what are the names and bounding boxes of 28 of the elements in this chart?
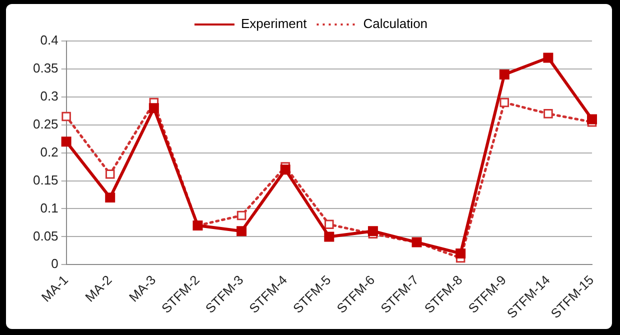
- point: [456, 248, 466, 258]
- y-tick-label: 0.35: [32, 60, 58, 76]
- point: [61, 136, 72, 147]
- point: [368, 226, 378, 236]
- y-tick-label: 0.25: [32, 116, 58, 132]
- legend-label: Calculation: [363, 16, 428, 32]
- point: [500, 98, 510, 108]
- y-tick-label: 0.4: [40, 32, 58, 48]
- point: [587, 114, 597, 124]
- point: [236, 226, 247, 236]
- point: [62, 112, 71, 122]
- point: [105, 192, 116, 203]
- y-tick-label: 0.3: [40, 88, 58, 104]
- y-tick-label: 0.05: [32, 228, 58, 244]
- point: [324, 232, 334, 242]
- point: [148, 103, 159, 114]
- point: [236, 210, 246, 220]
- y-tick-label: 0.1: [40, 200, 58, 216]
- y-tick-label: 0.15: [32, 172, 58, 188]
- point: [324, 220, 334, 230]
- y-tick-label: 0.2: [40, 144, 58, 160]
- y-tick-label: 0: [51, 256, 58, 272]
- point: [280, 164, 290, 175]
- legend-label: Experiment: [240, 16, 308, 32]
- point: [544, 109, 553, 118]
- point: [105, 169, 115, 179]
- point: [499, 70, 510, 80]
- point: [543, 52, 554, 63]
